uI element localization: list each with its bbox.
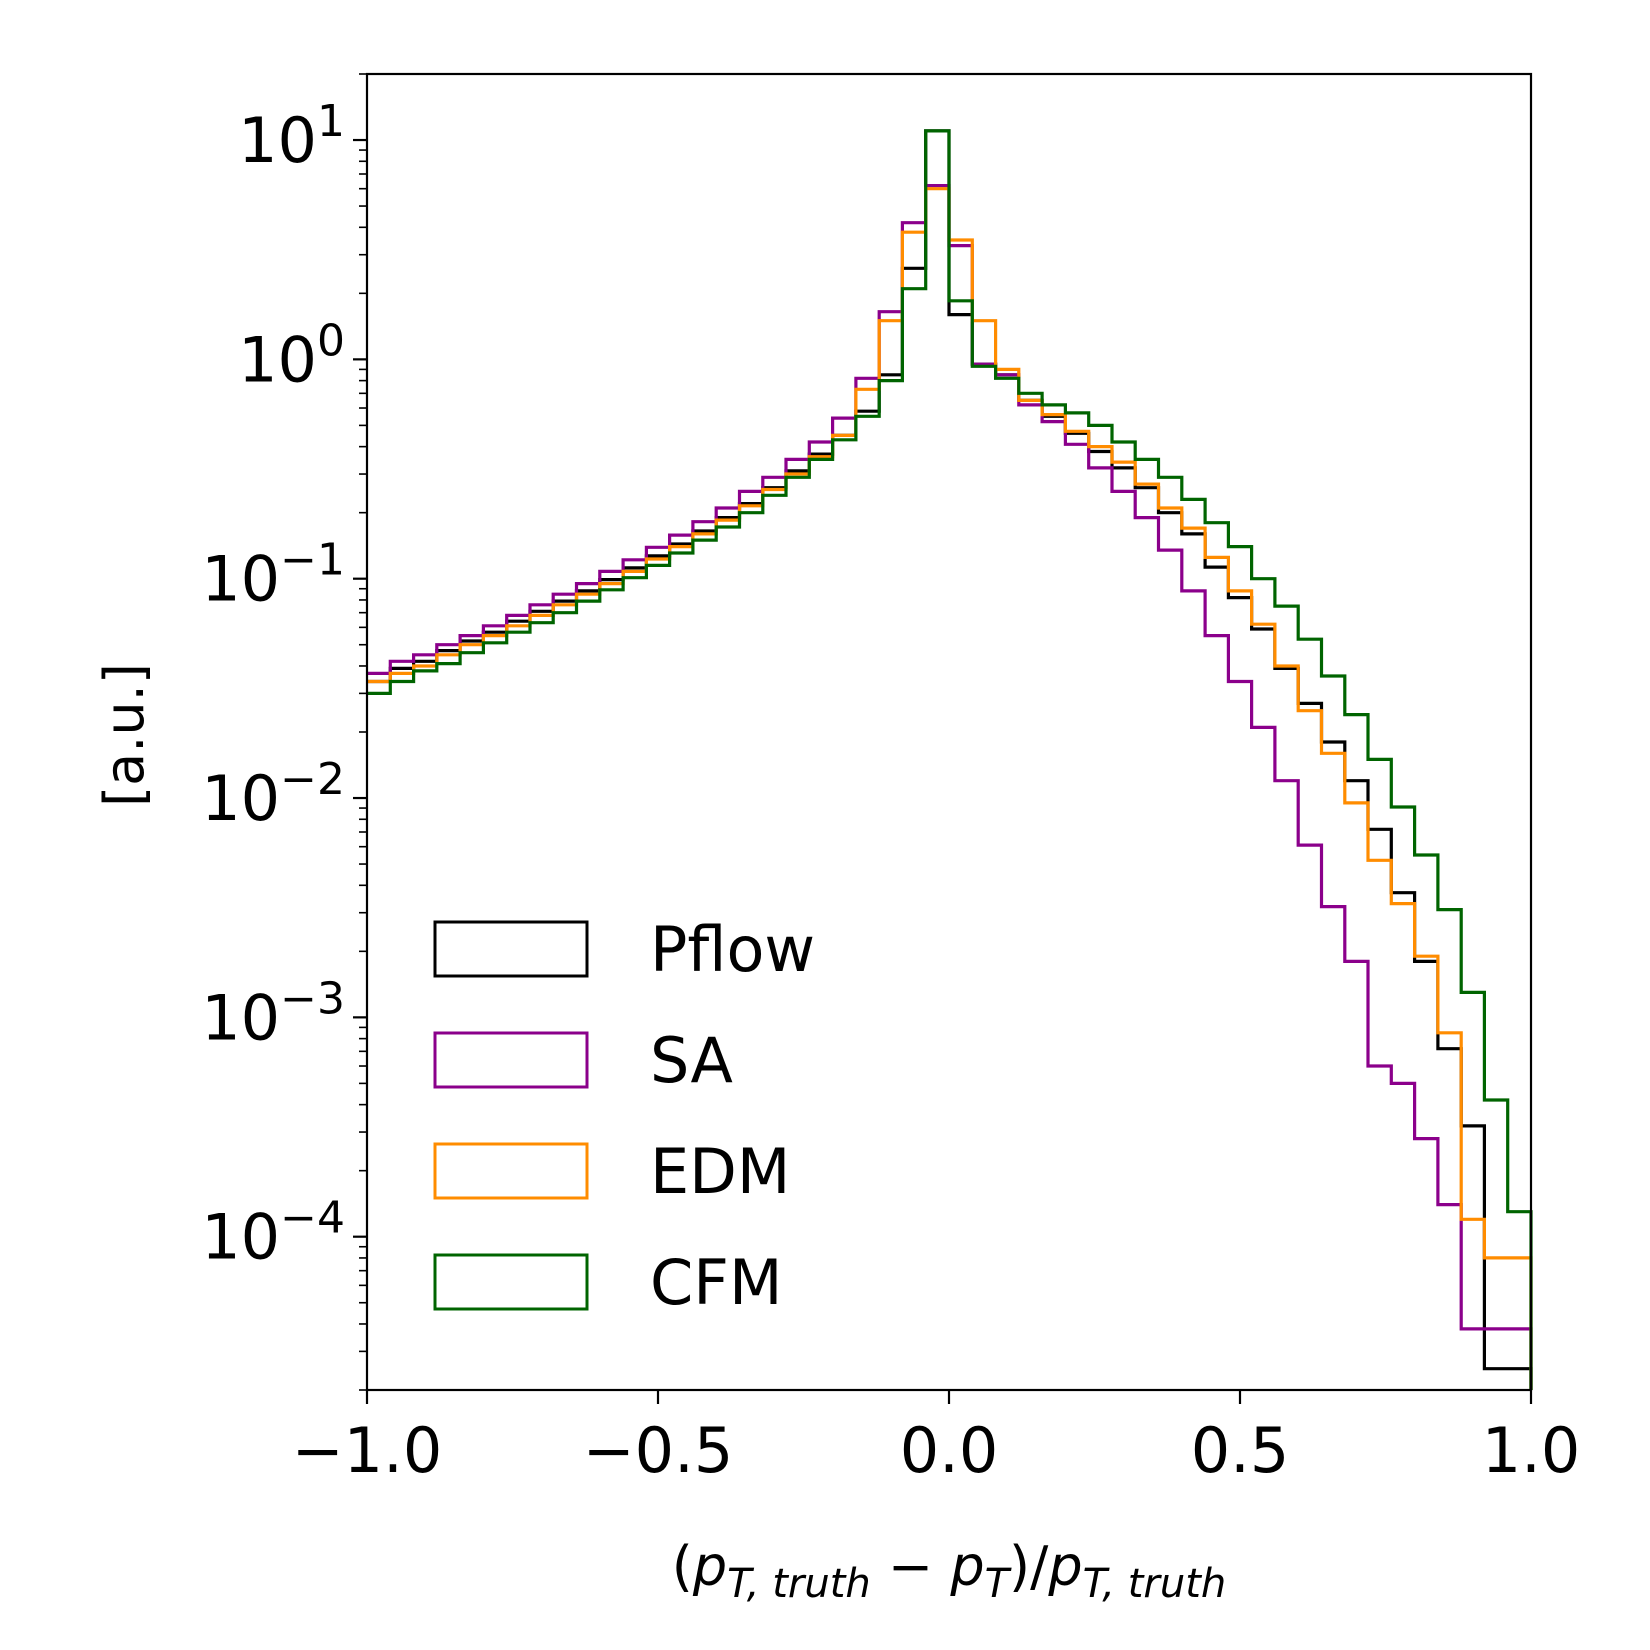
- x-axis-label: (pT, truth − pT)/pT, truth: [672, 1535, 1226, 1607]
- legend-label-pflow: Pflow: [650, 913, 815, 986]
- legend-swatch-cfm: [433, 1253, 589, 1311]
- tick-layer: [353, 73, 1533, 1404]
- x-tick-label: 0.0: [900, 1414, 999, 1487]
- x-tick-labels: −1.0 −0.5 0.0 0.5 1.0: [292, 1414, 1581, 1487]
- legend: Pflow SA EDM CFM: [433, 913, 815, 1319]
- legend-label-cfm: CFM: [650, 1246, 782, 1319]
- series-layer: [367, 129, 1533, 1390]
- y-tick-labels: 10−4 10−3 10−2 10−1 100 101: [201, 96, 345, 1274]
- x-tick-label: 0.5: [1191, 1414, 1290, 1487]
- y-tick-label: 10−2: [201, 754, 345, 835]
- y-tick-label: 10−1: [201, 535, 345, 616]
- legend-swatch-sa: [433, 1031, 589, 1089]
- legend-label-edm: EDM: [650, 1135, 790, 1208]
- legend-swatch-edm: [433, 1142, 589, 1200]
- x-tick-label: 1.0: [1482, 1414, 1581, 1487]
- plot-frame: [365, 72, 1533, 1392]
- y-tick-label: 10−3: [201, 973, 345, 1054]
- legend-swatch-pflow: [433, 920, 589, 978]
- y-axis-label: [a.u.]: [93, 663, 156, 807]
- legend-label-sa: SA: [650, 1024, 733, 1097]
- x-tick-label: −1.0: [292, 1414, 443, 1487]
- x-tick-label: −0.5: [583, 1414, 734, 1487]
- y-tick-label: 101: [238, 96, 345, 177]
- y-tick-label: 100: [238, 315, 345, 396]
- series-cfm-step-line: [367, 129, 1533, 1390]
- y-tick-label: 10−4: [201, 1193, 345, 1274]
